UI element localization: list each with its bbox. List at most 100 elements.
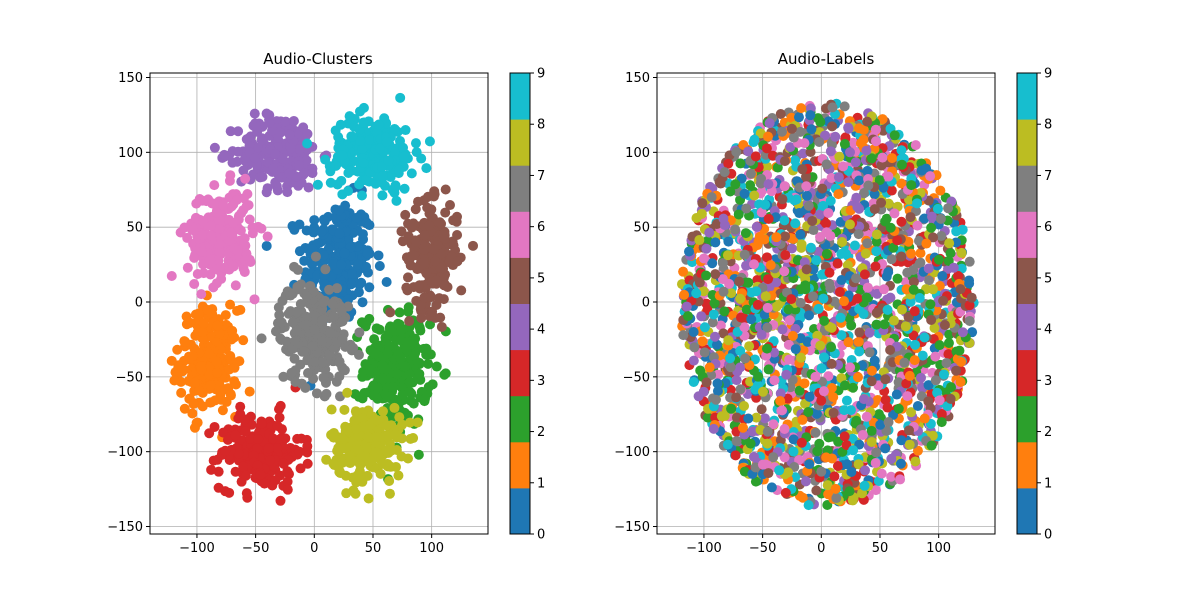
scatter-point [698, 253, 709, 264]
scatter-point [904, 425, 915, 436]
scatter-point [709, 298, 720, 309]
scatter-point [768, 452, 779, 463]
scatter-point [334, 356, 345, 367]
scatter-point [404, 386, 415, 397]
colorbar-tick-label: 2 [1044, 425, 1052, 440]
scatter-point [704, 227, 715, 238]
scatter-point [346, 279, 357, 290]
scatter-point [205, 254, 216, 265]
scatter-point [726, 288, 737, 299]
scatter-point [390, 182, 401, 193]
scatter-point [214, 246, 225, 257]
scatter-point [394, 412, 405, 423]
chart-title: Audio-Clusters [263, 50, 373, 68]
colorbar-segment [510, 441, 530, 489]
x-tick-label: −50 [242, 541, 269, 556]
scatter-point [780, 231, 791, 242]
scatter-point [421, 268, 432, 279]
scatter-point [886, 254, 897, 265]
scatter-point [739, 322, 750, 333]
scatter-point [209, 142, 220, 153]
scatter-point [926, 440, 937, 451]
scatter-point [855, 284, 866, 295]
scatter-point [374, 260, 385, 271]
scatter-point [364, 220, 375, 231]
scatter-point [334, 205, 345, 216]
scatter-point [799, 378, 810, 389]
scatter-point [699, 322, 710, 333]
scatter-point [811, 255, 822, 266]
scatter-point [943, 349, 954, 360]
scatter-point [819, 315, 830, 326]
scatter-point [310, 356, 321, 367]
scatter-point [759, 413, 770, 424]
y-tick-label: 100 [625, 146, 650, 161]
scatter-point [397, 236, 408, 247]
scatter-point [294, 144, 305, 155]
scatter-point [233, 146, 244, 157]
scatter-point [169, 375, 180, 386]
scatter-point [678, 266, 689, 277]
scatter-point [762, 131, 773, 142]
scatter-point [197, 401, 208, 412]
scatter-point [289, 336, 300, 347]
scatter-point [202, 304, 213, 315]
colorbar-tick-label: 5 [537, 271, 545, 286]
scatter-point [779, 266, 790, 277]
scatter-point [239, 239, 250, 250]
scatter-point [316, 336, 327, 347]
scatter-point [837, 237, 848, 248]
scatter-point [731, 375, 742, 386]
scatter-point [410, 138, 421, 149]
scatter-point [334, 371, 345, 382]
scatter-point [235, 304, 246, 315]
scatter-point [763, 364, 774, 375]
scatter-point [780, 250, 791, 261]
scatter-point [725, 384, 736, 395]
scatter-point [777, 126, 788, 137]
scatter-point [854, 203, 865, 214]
scatter-point [896, 435, 907, 446]
scatter-point [399, 183, 410, 194]
y-tick-label: 0 [642, 296, 650, 311]
scatter-point [429, 186, 440, 197]
scatter-point [743, 413, 754, 424]
scatter-point [209, 421, 220, 432]
scatter-point [861, 411, 872, 422]
scatter-point [779, 424, 790, 435]
scatter-point [895, 458, 906, 469]
scatter-point [877, 152, 888, 163]
scatter-point [239, 266, 250, 277]
scatter-point [439, 230, 450, 241]
colorbar-tick-label: 4 [1044, 323, 1052, 338]
scatter-point [772, 162, 783, 173]
scatter-point [302, 355, 313, 366]
scatter-point [696, 311, 707, 322]
scatter-point [811, 485, 822, 496]
scatter-point [908, 284, 919, 295]
scatter-point [882, 304, 893, 315]
y-tick-label: −50 [623, 370, 650, 385]
scatter-point [377, 406, 388, 417]
scatter-point [783, 304, 794, 315]
scatter-point [860, 465, 871, 476]
scatter-point [295, 463, 306, 474]
scatter-point [882, 402, 893, 413]
scatter-point [243, 200, 254, 211]
scatter-point [342, 424, 353, 435]
scatter-point [707, 317, 718, 328]
scatter-point [205, 380, 216, 391]
scatter-point [766, 482, 777, 493]
scatter-point [710, 237, 721, 248]
scatter-point [194, 385, 205, 396]
scatter-point [276, 317, 287, 328]
scatter-point [415, 300, 426, 311]
scatter-point [816, 395, 827, 406]
scatter-point [456, 285, 467, 296]
scatter-point [723, 236, 734, 247]
scatter-point [943, 337, 954, 348]
scatter-point [275, 127, 286, 138]
scatter-point [817, 183, 828, 194]
scatter-point [421, 163, 432, 174]
